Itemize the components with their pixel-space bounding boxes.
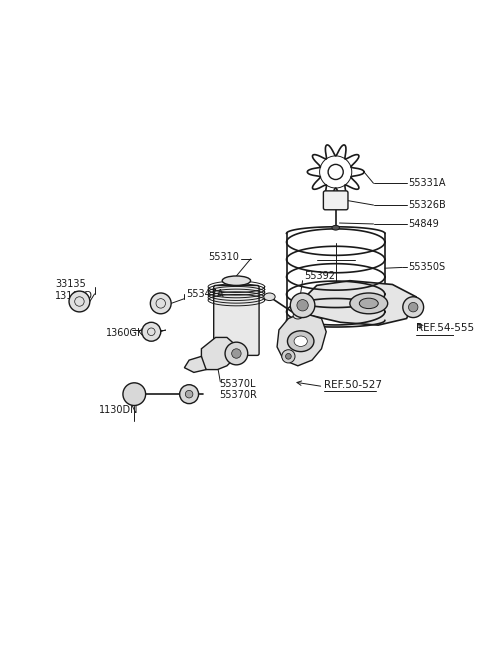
Circle shape xyxy=(232,348,241,358)
Polygon shape xyxy=(202,337,235,369)
Text: 33135
1310YD: 33135 1310YD xyxy=(55,279,93,301)
Circle shape xyxy=(328,164,343,179)
Ellipse shape xyxy=(360,298,378,309)
Text: REF.54-555: REF.54-555 xyxy=(416,324,474,333)
Circle shape xyxy=(408,303,418,312)
Text: 55347A: 55347A xyxy=(186,289,224,299)
Text: 55370L
55370R: 55370L 55370R xyxy=(219,379,257,400)
Text: 55350S: 55350S xyxy=(408,263,445,272)
Ellipse shape xyxy=(222,276,251,286)
Circle shape xyxy=(185,390,193,398)
Text: 1360GK: 1360GK xyxy=(106,328,144,338)
Circle shape xyxy=(123,383,145,405)
Text: 1130DN: 1130DN xyxy=(99,405,139,415)
Circle shape xyxy=(403,297,424,318)
Circle shape xyxy=(290,293,315,318)
Text: 55310: 55310 xyxy=(208,252,239,262)
Text: 55326B: 55326B xyxy=(408,200,446,210)
Circle shape xyxy=(286,354,291,359)
Circle shape xyxy=(297,299,308,311)
Circle shape xyxy=(150,293,171,314)
Polygon shape xyxy=(277,313,326,365)
Ellipse shape xyxy=(332,225,339,230)
Ellipse shape xyxy=(264,293,275,301)
Ellipse shape xyxy=(288,331,314,352)
Circle shape xyxy=(282,350,295,363)
Text: REF.50-527: REF.50-527 xyxy=(324,380,383,390)
Polygon shape xyxy=(300,281,416,325)
FancyBboxPatch shape xyxy=(324,191,348,210)
FancyBboxPatch shape xyxy=(214,286,259,356)
Polygon shape xyxy=(184,356,206,373)
Ellipse shape xyxy=(350,293,388,314)
Ellipse shape xyxy=(294,336,307,346)
Circle shape xyxy=(180,384,199,403)
Text: 54849: 54849 xyxy=(408,219,439,229)
Text: 55392: 55392 xyxy=(304,271,336,281)
Circle shape xyxy=(225,342,248,365)
Circle shape xyxy=(142,322,161,341)
Circle shape xyxy=(69,291,90,312)
Text: 55331A: 55331A xyxy=(408,178,446,188)
Ellipse shape xyxy=(293,312,302,319)
